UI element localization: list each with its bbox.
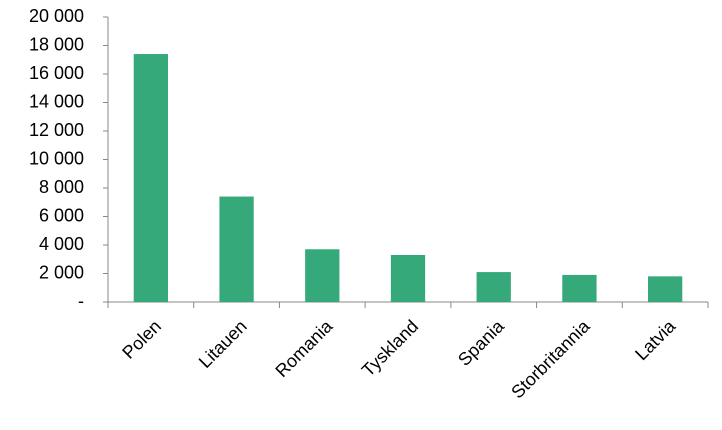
x-tick-label: Storbritannia [507,315,594,402]
y-tick-label: 16 000 [29,63,84,83]
x-tick-label: Romania [271,315,337,381]
y-tick-label: 2 000 [39,262,84,282]
bar [562,274,597,302]
y-tick-label: - [78,291,84,311]
y-tick-label: 20 000 [29,6,84,26]
y-tick-label: 12 000 [29,120,84,140]
bar [648,276,683,302]
y-tick-label: 10 000 [29,148,84,168]
x-tick-label: Tyskland [358,316,422,380]
y-tick-label: 8 000 [39,177,84,197]
x-tick-label: Litauen [195,316,251,372]
bar [390,254,426,302]
x-tick-label: Polen [118,316,165,363]
x-tick-label: Latvia [631,315,680,364]
x-tick-label: Spania [454,315,508,369]
bar [476,272,511,302]
bar [305,249,340,302]
y-tick-label: 6 000 [39,205,84,225]
y-tick-label: 18 000 [29,34,84,54]
y-tick-label: 4 000 [39,234,84,254]
bar [219,196,254,302]
bar [133,54,168,302]
y-tick-label: 14 000 [29,91,84,111]
